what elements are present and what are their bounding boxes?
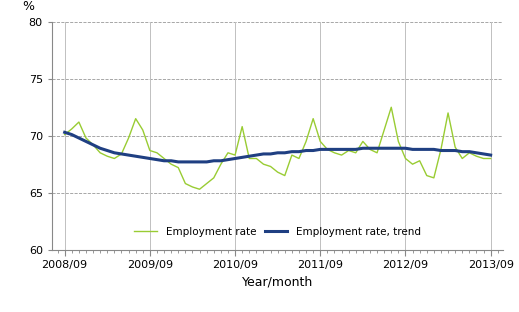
Employment rate, trend — [296, 150, 302, 154]
Text: %: % — [22, 0, 35, 13]
Employment rate — [218, 162, 224, 166]
Employment rate — [62, 133, 68, 136]
Employment rate — [161, 157, 167, 160]
Line: Employment rate: Employment rate — [65, 107, 490, 189]
X-axis label: Year/month: Year/month — [242, 275, 313, 289]
Employment rate, trend — [161, 159, 167, 163]
Employment rate, trend — [324, 148, 331, 151]
Legend: Employment rate, Employment rate, trend: Employment rate, Employment rate, trend — [131, 224, 424, 240]
Employment rate — [197, 188, 203, 191]
Employment rate — [388, 105, 394, 109]
Employment rate — [324, 148, 331, 151]
Line: Employment rate, trend: Employment rate, trend — [65, 132, 490, 162]
Employment rate, trend — [62, 130, 68, 134]
Employment rate, trend — [175, 160, 181, 164]
Employment rate — [296, 157, 302, 160]
Employment rate, trend — [487, 153, 494, 157]
Employment rate, trend — [218, 159, 224, 163]
Employment rate — [445, 111, 451, 115]
Employment rate — [147, 149, 153, 152]
Employment rate — [487, 157, 494, 160]
Employment rate, trend — [438, 149, 444, 152]
Employment rate, trend — [147, 157, 153, 160]
